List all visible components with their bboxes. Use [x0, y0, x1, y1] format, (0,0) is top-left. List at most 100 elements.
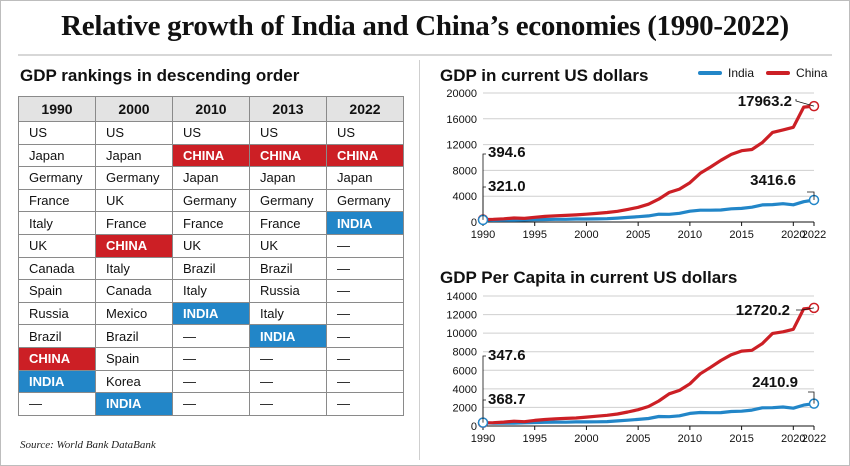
table-row: Japan Japan CHINA CHINA CHINA: [18, 143, 404, 168]
annotation-leader: [482, 355, 486, 423]
annotation-leader: [808, 391, 815, 404]
table-cell: France: [95, 211, 173, 235]
legend-swatch-china: [766, 71, 791, 75]
table-cell: CHINA: [18, 346, 96, 371]
x-tick-label: 2010: [678, 229, 702, 241]
table-cell: —: [172, 346, 250, 371]
table-cell: Italy: [95, 256, 173, 281]
table-row: CHINA Spain — — —: [18, 346, 404, 371]
legend-item-india: India: [698, 66, 754, 80]
legend-item-china: China: [766, 66, 827, 80]
table-cell: Spain: [18, 279, 96, 303]
y-tick-label: 10000: [446, 328, 477, 340]
y-tick-label: 16000: [446, 114, 477, 126]
table-cell: UK: [95, 188, 173, 213]
x-tick-label: 2015: [729, 229, 753, 241]
table-cell: INDIA: [326, 211, 404, 235]
table-cell: Korea: [95, 369, 173, 394]
table-cell: Canada: [95, 279, 173, 303]
table-cell: Germany: [249, 188, 327, 213]
table-cell: Russia: [18, 301, 96, 326]
x-tick-label: 2005: [626, 433, 650, 445]
table-cell: —: [172, 324, 250, 348]
y-tick-label: 6000: [453, 365, 477, 377]
table-cell: Italy: [172, 279, 250, 303]
series-line-india: [481, 401, 816, 425]
data-label: 12720.2: [736, 302, 790, 319]
gdp-line-chart: 0 4000 8000 12000 16000 20000 1990 1995 2000 2005…: [446, 88, 826, 241]
vertical-divider: [419, 60, 420, 460]
table-row: France UK Germany Germany Germany: [18, 188, 404, 213]
y-tick-label: 8000: [453, 347, 477, 359]
table-cell: INDIA: [172, 301, 250, 326]
rankings-heading: GDP rankings in descending order: [20, 66, 300, 85]
annotation-leader: [796, 307, 815, 311]
table-row: INDIA Korea — — —: [18, 369, 404, 394]
annotation-leader: [482, 399, 486, 423]
data-label: 368.7: [488, 391, 526, 408]
table-row: Brazil Brazil — INDIA —: [18, 324, 404, 348]
table-cell: Japan: [249, 166, 327, 190]
table-cell: INDIA: [95, 392, 173, 416]
table-cell: Germany: [172, 188, 250, 213]
table-cell: —: [326, 233, 404, 258]
page-title: Relative growth of India and China’s eco…: [61, 10, 789, 42]
column-header-2013: 2013: [249, 96, 327, 122]
y-tick-label: 4000: [453, 384, 477, 396]
table-row: UK CHINA UK UK —: [18, 233, 404, 258]
y-tick-label: 0: [471, 217, 477, 229]
table-cell: CHINA: [249, 143, 327, 168]
series-line-china: [481, 306, 816, 425]
x-tick-label: 2022: [802, 229, 826, 241]
table-cell: Japan: [18, 143, 96, 168]
endpoint-marker: [808, 302, 820, 314]
y-tick-label: 12000: [446, 310, 477, 322]
table-row: Spain Canada Italy Russia —: [18, 279, 404, 303]
table-cell: France: [18, 188, 96, 213]
data-label: 3416.6: [750, 172, 796, 189]
table-row: Germany Germany Japan Japan Japan: [18, 166, 404, 190]
table-cell: CHINA: [326, 143, 404, 168]
x-tick-label: 2020: [781, 433, 805, 445]
table-cell: —: [326, 346, 404, 371]
x-tick-label: 2010: [678, 433, 702, 445]
table-cell: —: [172, 369, 250, 394]
x-tick-label: 2000: [574, 433, 598, 445]
table-cell: France: [172, 211, 250, 235]
table-cell: Brazil: [172, 256, 250, 281]
table-row: Italy France France France INDIA: [18, 211, 404, 235]
table-cell: INDIA: [249, 324, 327, 348]
y-tick-label: 2000: [453, 402, 477, 414]
table-cell: US: [249, 121, 327, 145]
series-line-india: [481, 198, 816, 222]
data-label: 321.0: [488, 178, 526, 195]
data-label: 2410.9: [752, 374, 798, 391]
annotation-leader: [482, 186, 486, 220]
y-tick-label: 8000: [453, 165, 477, 177]
table-row: Canada Italy Brazil Brazil —: [18, 256, 404, 281]
table-cell: Canada: [18, 256, 96, 281]
table-cell: Italy: [249, 301, 327, 326]
x-tick-label: 1995: [522, 229, 546, 241]
table-cell: Brazil: [95, 324, 173, 348]
y-tick-label: 4000: [453, 191, 477, 203]
y-tick-label: 14000: [446, 291, 477, 303]
x-tick-label: 1990: [471, 433, 495, 445]
column-header-2022: 2022: [326, 96, 404, 122]
table-cell: Brazil: [249, 256, 327, 281]
table-cell: Japan: [172, 166, 250, 190]
table-cell: Brazil: [18, 324, 96, 348]
table-cell: US: [172, 121, 250, 145]
table-cell: Japan: [326, 166, 404, 190]
table-cell: Italy: [18, 211, 96, 235]
table-cell: US: [326, 121, 404, 145]
rankings-table: 1990 2000 2010 2013 2022 US US US US US Japan Japan…: [18, 96, 404, 416]
table-row: US US US US US: [18, 121, 404, 145]
table-cell: Germany: [18, 166, 96, 190]
table-cell: —: [326, 301, 404, 326]
table-row: Russia Mexico INDIA Italy —: [18, 301, 404, 326]
table-cell: —: [249, 369, 327, 394]
source-note: Source: World Bank DataBank: [20, 439, 156, 451]
table-cell: France: [249, 211, 327, 235]
chart-title-gdp: GDP in current US dollars: [440, 66, 649, 85]
